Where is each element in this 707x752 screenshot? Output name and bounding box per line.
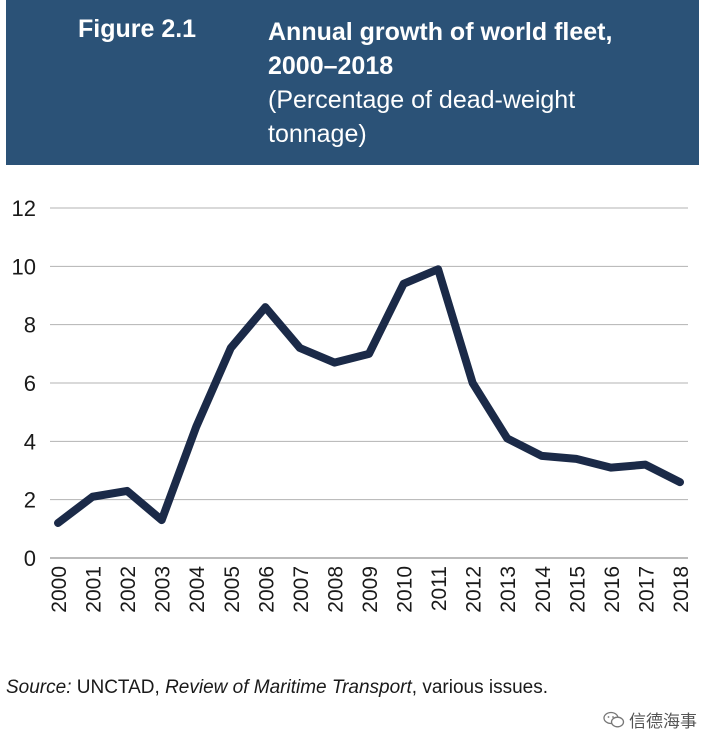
chart-title: Annual growth of world fleet, 2000–2018 — [268, 15, 688, 83]
data-point-2012 — [472, 382, 474, 384]
data-point-2009 — [368, 353, 370, 355]
x-tick-label: 2017 — [635, 566, 658, 613]
source-prefix: Source: — [6, 677, 72, 698]
data-point-2017 — [644, 464, 646, 466]
y-tick-label: 4 — [24, 429, 36, 454]
x-tick-label: 2014 — [532, 566, 555, 613]
data-point-2004 — [195, 426, 197, 428]
data-point-2006 — [264, 306, 266, 308]
source-publication: Review of Maritime Transport — [165, 677, 412, 698]
y-tick-label: 2 — [24, 488, 36, 513]
grid-lines — [50, 207, 688, 559]
series-layer — [54, 265, 684, 527]
x-tick-label: 2005 — [221, 566, 244, 613]
y-tick-label: 6 — [24, 371, 36, 396]
x-tick-label: 2015 — [566, 566, 589, 613]
figure-label: Figure 2.1 — [78, 15, 197, 43]
data-point-2008 — [333, 362, 335, 364]
data-point-2011 — [437, 268, 439, 270]
x-tick-label: 2016 — [601, 566, 624, 613]
data-point-2013 — [506, 437, 508, 439]
source-org: UNCTAD, — [71, 677, 166, 698]
watermark-text: 信德海事 — [629, 712, 697, 732]
x-tick-label: 2001 — [83, 566, 106, 613]
data-point-2014 — [541, 455, 543, 457]
figure-header: Figure 2.1 Annual growth of world fleet,… — [6, 0, 699, 165]
x-tick-label: 2010 — [394, 566, 417, 613]
x-tick-label: 2003 — [152, 566, 175, 613]
x-tick-label: 2013 — [497, 566, 520, 613]
data-point-2010 — [403, 283, 405, 285]
y-tick-label: 0 — [24, 546, 36, 571]
x-tick-label: 2011 — [428, 566, 451, 611]
x-tick-label: 2012 — [463, 566, 486, 613]
x-tick-label: 2007 — [290, 566, 313, 613]
wechat-icon — [603, 711, 625, 727]
title-line-2: 2000–2018 — [268, 52, 394, 80]
y-tick-label: 10 — [12, 254, 36, 279]
data-point-2001 — [92, 496, 94, 498]
y-axis-ticks: 0 2 4 6 8 10 12 — [12, 196, 36, 571]
title-line-1: Annual growth of world fleet, — [268, 18, 613, 46]
data-point-2007 — [299, 347, 301, 349]
source-suffix: , various issues. — [411, 677, 549, 698]
data-point-2018 — [679, 481, 681, 483]
watermark: 信德海事 — [603, 707, 697, 732]
chart-subtitle: (Percentage of dead-weight tonnage) — [268, 83, 688, 151]
source-note: Source: UNCTAD, Review of Maritime Trans… — [6, 677, 548, 699]
data-point-2003 — [161, 519, 163, 521]
data-point-2005 — [230, 347, 232, 349]
x-tick-label: 2000 — [48, 566, 71, 613]
title-block: Annual growth of world fleet, 2000–2018 … — [268, 15, 688, 151]
x-tick-label: 2008 — [324, 566, 347, 613]
data-point-2016 — [610, 467, 612, 469]
series-line — [54, 265, 684, 527]
subtitle-line-2: tonnage) — [268, 120, 367, 148]
data-point-2002 — [126, 490, 128, 492]
x-tick-label: 2002 — [117, 566, 140, 613]
y-tick-label: 12 — [12, 196, 36, 221]
y-tick-label: 8 — [24, 313, 36, 338]
x-tick-label: 2018 — [670, 566, 693, 613]
x-tick-label: 2004 — [186, 566, 209, 613]
x-tick-label: 2009 — [359, 566, 382, 613]
data-point-2000 — [57, 522, 59, 524]
x-axis-ticks: 2000 2001 2002 2003 2004 2005 2006 2007 2008 2009… — [48, 566, 693, 613]
x-tick-label: 2006 — [255, 566, 278, 613]
data-point-2015 — [575, 458, 577, 460]
subtitle-line-1: (Percentage of dead-weight — [268, 86, 576, 114]
